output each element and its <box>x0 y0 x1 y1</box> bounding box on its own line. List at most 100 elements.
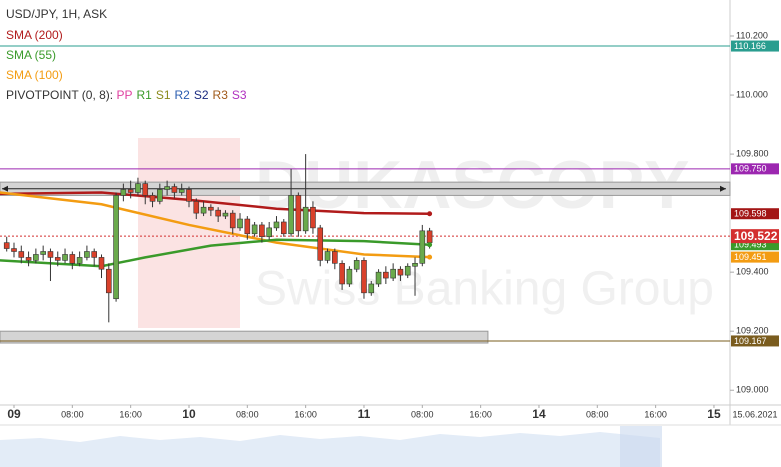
legend-entry: SMA (55) <box>6 48 56 62</box>
pivot-item: S1 <box>156 88 171 102</box>
candle-body <box>178 189 185 193</box>
candle-body <box>142 183 149 196</box>
x-tick-label: 16:00 <box>119 409 142 419</box>
candle-body <box>280 221 287 235</box>
pivot-item: PP <box>116 88 132 102</box>
price-label: 109.451 <box>734 252 767 262</box>
price-label: 110.166 <box>734 41 766 51</box>
candle-body <box>25 257 32 261</box>
x-tick-label: 16:00 <box>469 409 492 419</box>
pivot-legend: PIVOTPOINT (0, 8): PP R1 S1 R2 S2 R3 S3 <box>6 88 247 102</box>
watermark-text: Swiss Banking Group <box>255 263 714 316</box>
x-tick-label: 08:00 <box>411 409 434 419</box>
candle-body <box>47 251 54 258</box>
price-label: 109.493 <box>734 240 767 250</box>
candle-body <box>332 251 338 264</box>
band <box>0 330 489 344</box>
date-label: 15.06.2021 <box>732 409 777 419</box>
price-label-box <box>731 40 779 52</box>
price-label: 109.750 <box>734 164 767 174</box>
candle-body <box>91 251 98 258</box>
candle-body <box>288 195 294 235</box>
price-label-box <box>731 239 779 251</box>
candle-body <box>310 206 316 229</box>
candle-body <box>404 265 411 276</box>
candle-body <box>229 212 236 229</box>
candle-body <box>84 251 90 258</box>
x-tick-label: 16:00 <box>294 409 317 419</box>
price-label: 109.598 <box>734 209 767 219</box>
candle-body <box>127 189 134 193</box>
candle-body <box>105 268 112 294</box>
pivot-item: R3 <box>213 88 229 102</box>
candle-body <box>273 221 280 229</box>
legend-entry: SMA (100) <box>6 68 63 82</box>
plot: 110.200 110.000 109.800 109.400 109.200 109.0… <box>0 30 779 421</box>
price-label-box <box>731 335 779 347</box>
candle-body <box>368 283 375 294</box>
price-label-box <box>731 163 779 175</box>
candle-body <box>11 248 17 252</box>
x-tick-label: 08:00 <box>61 409 84 419</box>
y-tick-label: 110.000 <box>736 89 768 99</box>
candle-body <box>135 183 141 193</box>
candle-body <box>222 212 229 217</box>
candle-body <box>237 218 243 229</box>
candle-body <box>40 251 46 255</box>
candle-body <box>353 260 360 270</box>
x-tick-label: 15 <box>707 407 721 421</box>
candle-body <box>412 263 418 267</box>
candle-body <box>397 268 404 276</box>
price-label-box <box>731 251 779 263</box>
pivot-item: S2 <box>194 88 209 102</box>
candle-body <box>302 206 309 232</box>
candle-body <box>157 189 163 202</box>
candle-body <box>193 201 200 214</box>
candle-body <box>54 257 61 261</box>
candle-body <box>419 230 426 264</box>
candle-body <box>149 195 156 202</box>
x-tick-label: 08:00 <box>236 409 259 419</box>
candle-body <box>251 224 258 235</box>
y-tick-label: 109.800 <box>736 148 769 158</box>
sma-end-dot <box>427 254 433 260</box>
candle-body <box>69 254 76 264</box>
candle-body <box>215 209 221 217</box>
sma-line <box>0 191 430 215</box>
candle-body <box>390 268 396 279</box>
y-tick-label: 109.000 <box>736 385 769 395</box>
candle-body <box>317 227 324 261</box>
price-label: 109.167 <box>734 336 767 346</box>
chart-title: USD/JPY, 1H, ASK <box>6 7 107 21</box>
candle-body <box>208 206 214 211</box>
candle-body <box>186 189 192 202</box>
price-label: 109.522 <box>734 229 778 243</box>
candle-body <box>426 230 433 243</box>
sma-end-dot <box>427 242 433 248</box>
pivot-title: PIVOTPOINT (0, 8): <box>6 88 116 102</box>
candle-body <box>295 195 302 232</box>
candle-body <box>164 186 170 190</box>
price-label-box <box>731 229 779 244</box>
candle-body <box>339 263 345 285</box>
x-tick-label: 11 <box>358 407 371 421</box>
legend-entry: SMA (200) <box>6 28 63 42</box>
candle-body <box>33 254 39 261</box>
candle-body <box>324 251 331 261</box>
x-tick-label: 09 <box>7 407 21 421</box>
candle-body <box>383 271 389 279</box>
candle-body <box>346 268 353 285</box>
y-tick-label: 110.200 <box>736 30 768 40</box>
x-tick-label: 16:00 <box>644 409 667 419</box>
legend: USD/JPY, 1H, ASK SMA (200) SMA (55) SMA (1… <box>6 7 247 102</box>
candle-body <box>259 224 265 238</box>
candle-body <box>62 254 68 261</box>
navigator-window <box>620 426 662 467</box>
candle-body <box>244 218 251 235</box>
navigator-area <box>0 432 660 467</box>
candle-body <box>113 195 119 300</box>
candle-body <box>266 227 272 238</box>
x-tick-label: 14 <box>532 407 546 421</box>
